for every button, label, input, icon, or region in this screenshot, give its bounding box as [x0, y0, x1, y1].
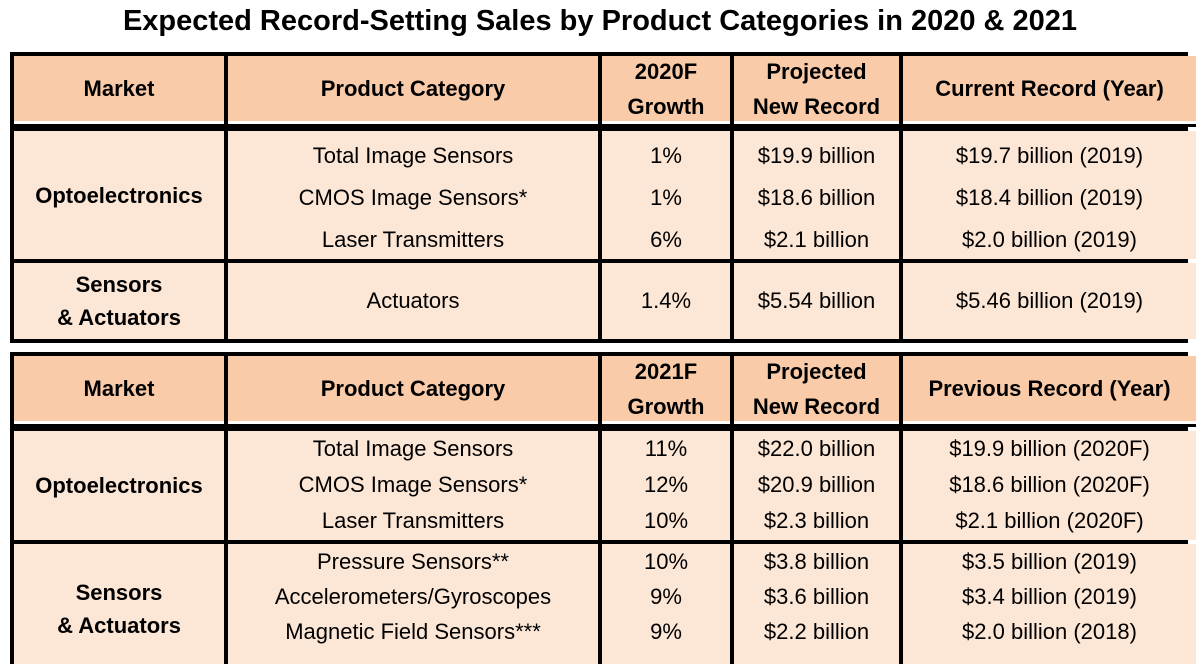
header-growth: 2020F Growth [602, 56, 730, 127]
record: $19.7 billion (2019) [955, 143, 1144, 168]
header-record: Current Record (Year) [903, 56, 1196, 127]
header-product-category: Product Category [228, 56, 598, 127]
record-column: $19.9 billion (2020F) $18.6 billion (202… [903, 431, 1196, 540]
projected: $2.3 billion [763, 508, 870, 533]
projected: $3.8 billion [763, 549, 870, 574]
category: Pressure Sensors** [317, 549, 509, 574]
projected: $3.6 billion [763, 584, 870, 609]
page-title: Expected Record-Setting Sales by Product… [122, 5, 1078, 37]
header-projected: Projected New Record [734, 56, 899, 127]
growth: 10% [643, 549, 689, 574]
projected: $2.2 billion [763, 619, 870, 644]
market-cell: Sensors & Actuators [14, 544, 224, 664]
category: Laser Transmitters [321, 508, 505, 533]
projected-column: $3.8 billion $3.6 billion $2.2 billion [734, 544, 899, 664]
record: $2.0 billion (2018) [962, 619, 1137, 644]
market-line: & Actuators [57, 305, 181, 330]
growth-column: 1% 1% 6% [602, 131, 730, 259]
projected: $5.54 billion [734, 263, 899, 339]
market-line: Sensors [75, 272, 163, 297]
header-market: Market [14, 56, 224, 127]
header-record: Previous Record (Year) [903, 356, 1196, 427]
record: $18.4 billion (2019) [955, 185, 1144, 210]
record: $19.9 billion (2020F) [949, 436, 1150, 461]
header-projected-line: Projected [766, 358, 867, 384]
header-projected-line: New Record [752, 393, 881, 419]
header-projected: Projected New Record [734, 356, 899, 427]
growth: 1.4% [602, 263, 730, 339]
growth: 9% [650, 584, 682, 609]
record: $2.1 billion (2020F) [955, 508, 1144, 533]
projected: $19.9 billion [757, 143, 876, 168]
header-growth-line: 2021F [634, 358, 698, 384]
record: $18.6 billion (2020F) [949, 472, 1150, 497]
category: Accelerometers/Gyroscopes [274, 584, 552, 609]
record: $3.4 billion (2019) [962, 584, 1137, 609]
projected: $22.0 billion [757, 436, 876, 461]
header-growth-line: Growth [627, 93, 705, 119]
market-cell: Optoelectronics [14, 131, 224, 259]
category: Actuators [228, 263, 598, 339]
header-projected-line: New Record [752, 93, 881, 119]
record-column: $19.7 billion (2019) $18.4 billion (2019… [903, 131, 1196, 259]
category: CMOS Image Sensors* [298, 472, 528, 497]
market-line: & Actuators [57, 613, 181, 638]
growth: 6% [650, 227, 682, 252]
projected: $2.1 billion [763, 227, 870, 252]
market-cell: Optoelectronics [14, 431, 224, 540]
growth: 1% [650, 143, 682, 168]
category-column: Total Image Sensors CMOS Image Sensors* … [228, 131, 598, 259]
market-cell: Sensors & Actuators [14, 263, 224, 339]
header-growth-line: 2020F [634, 58, 698, 84]
category: Magnetic Field Sensors*** [285, 619, 541, 644]
growth: 9% [650, 619, 682, 644]
market-line: Sensors [75, 580, 163, 605]
category: CMOS Image Sensors* [298, 185, 528, 210]
record: $2.0 billion (2019) [962, 227, 1137, 252]
record: $3.5 billion (2019) [962, 549, 1137, 574]
projected-column: $19.9 billion $18.6 billion $2.1 billion [734, 131, 899, 259]
projected: $18.6 billion [757, 185, 876, 210]
projected-column: $22.0 billion $20.9 billion $2.3 billion [734, 431, 899, 540]
growth: 10% [643, 508, 689, 533]
projected: $20.9 billion [757, 472, 876, 497]
record-column: $3.5 billion (2019) $3.4 billion (2019) … [903, 544, 1196, 664]
table-2021: Market Product Category 2021F Growth Proj… [10, 352, 1196, 664]
growth: 11% [644, 436, 688, 461]
growth-column: 10% 9% 9% [602, 544, 730, 664]
category: Total Image Sensors [312, 436, 514, 461]
category: Total Image Sensors [312, 143, 514, 168]
header-growth-line: Growth [627, 393, 705, 419]
record: $5.46 billion (2019) [903, 263, 1196, 339]
header-market: Market [14, 356, 224, 427]
header-product-category: Product Category [228, 356, 598, 427]
category-column: Pressure Sensors** Accelerometers/Gyrosc… [228, 544, 598, 664]
growth: 12% [643, 472, 689, 497]
table-2020: Market Product Category 2020F Growth Proj… [10, 52, 1196, 343]
header-growth: 2021F Growth [602, 356, 730, 427]
category: Laser Transmitters [321, 227, 505, 252]
header-projected-line: Projected [766, 58, 867, 84]
growth-column: 11% 12% 10% [602, 431, 730, 540]
category-column: Total Image Sensors CMOS Image Sensors* … [228, 431, 598, 540]
growth: 1% [650, 185, 682, 210]
